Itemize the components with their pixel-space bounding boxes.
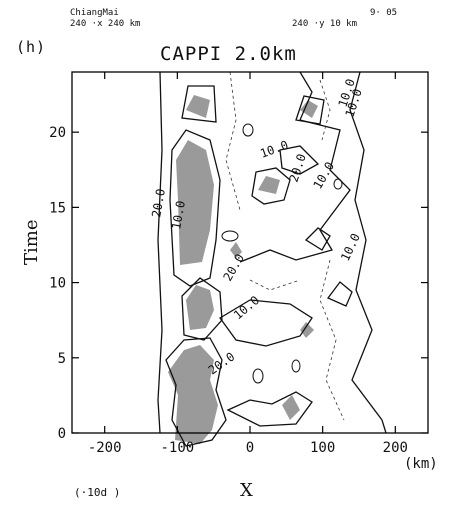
shaded-core [258, 176, 280, 194]
shaded-core [186, 95, 210, 118]
contour-line-dashed [319, 79, 331, 141]
header-right-line2: 240 ·y 10 km [292, 19, 357, 29]
contour-cell [291, 359, 301, 373]
shaded-core [230, 242, 242, 258]
contour-line [279, 145, 320, 175]
contour-line [165, 337, 227, 447]
panel-label: (h) [16, 38, 46, 56]
contour-line [326, 281, 353, 307]
shaded-core [186, 285, 214, 330]
x-axis-label: X [240, 480, 253, 501]
x-tick-label: 200 [383, 440, 408, 456]
contour-label: 10.0 [169, 200, 188, 231]
contour-label: 10.0 [310, 159, 337, 191]
contour-label: 20.0 [149, 188, 168, 219]
contour-line [295, 95, 325, 125]
x-tick-label: 0 [246, 440, 254, 456]
contour-line [169, 129, 221, 287]
shaded-core [300, 322, 314, 338]
plot-frame [71, 71, 429, 434]
y-tick-label: 0 [58, 426, 66, 442]
shaded-core [282, 395, 300, 420]
header-right-line1: 9· 05 [370, 8, 397, 18]
contour-label: 20.0 [220, 251, 247, 283]
contour-field [157, 71, 387, 447]
shaded-core [168, 345, 218, 444]
y-tick-label: 10 [49, 276, 66, 292]
y-tick-label: 5 [58, 351, 66, 367]
header-left-line1: ChiangMai [70, 8, 119, 18]
contour-label: 10.0 [338, 231, 363, 263]
contour-line [181, 85, 217, 123]
y-tick-label: 20 [49, 125, 66, 141]
contour-line [304, 227, 331, 251]
header-left-line2: 240 ·x 240 km [70, 19, 140, 29]
contour-cell [333, 178, 343, 190]
shaded-core [176, 140, 214, 265]
contour-line [349, 71, 387, 434]
x-tick-label: -200 [88, 440, 122, 456]
contour-line [239, 71, 351, 263]
contour-line [157, 71, 163, 434]
contour-line [219, 299, 313, 347]
contour-label: 10.0 [258, 138, 290, 161]
contour-cell [252, 368, 264, 384]
shaded-core [300, 100, 318, 118]
contour-label: 20.0 [206, 349, 238, 377]
contour-label: 20.0 [287, 152, 309, 184]
contour-line [226, 391, 313, 427]
contour-line [181, 277, 223, 341]
contour-cell [221, 230, 239, 242]
contour-cell [242, 123, 254, 137]
x-axis-unit: (km) [404, 456, 438, 472]
footnote: (·10d ) [74, 486, 120, 499]
x-axis: -200 -100 0 100 200 [88, 72, 408, 456]
x-tick-label: -100 [160, 440, 194, 456]
x-tick-label: 100 [310, 440, 335, 456]
contour-line-dashed [225, 71, 241, 211]
y-axis-label: Time [21, 220, 42, 265]
chart-title: CAPPI 2.0km [160, 43, 297, 65]
contour-line [251, 167, 291, 205]
y-axis: 0 5 10 15 20 [49, 125, 428, 442]
y-tick-label: 15 [49, 200, 66, 216]
contour-line-dashed [249, 279, 301, 291]
contour-line-dashed [319, 259, 345, 421]
contour-label: 10.0 [231, 293, 262, 322]
contour-labels: 10.020.010.020.010.020.010.010.020.010.0… [149, 77, 365, 377]
